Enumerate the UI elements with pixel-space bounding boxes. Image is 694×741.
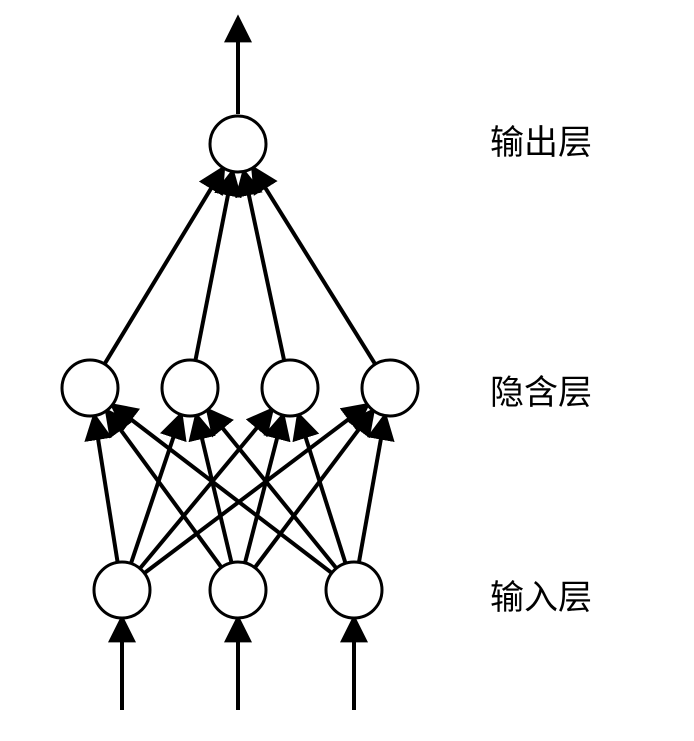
hidden-node xyxy=(262,360,318,416)
label-output: 输出层 xyxy=(490,115,592,164)
hidden-node xyxy=(62,360,118,416)
label-input: 输入层 xyxy=(490,570,592,619)
edge xyxy=(254,169,375,364)
output-node xyxy=(210,116,266,172)
label-hidden: 隐含层 xyxy=(490,365,592,414)
edge xyxy=(105,170,223,364)
edge xyxy=(95,418,118,563)
hidden-node xyxy=(162,360,218,416)
input-node xyxy=(326,562,382,618)
edge xyxy=(244,173,284,360)
edge xyxy=(359,418,385,563)
neural-network-diagram: 输出层 隐含层 输入层 xyxy=(0,0,694,741)
input-node xyxy=(94,562,150,618)
input-node xyxy=(210,562,266,618)
hidden-node xyxy=(362,360,418,416)
